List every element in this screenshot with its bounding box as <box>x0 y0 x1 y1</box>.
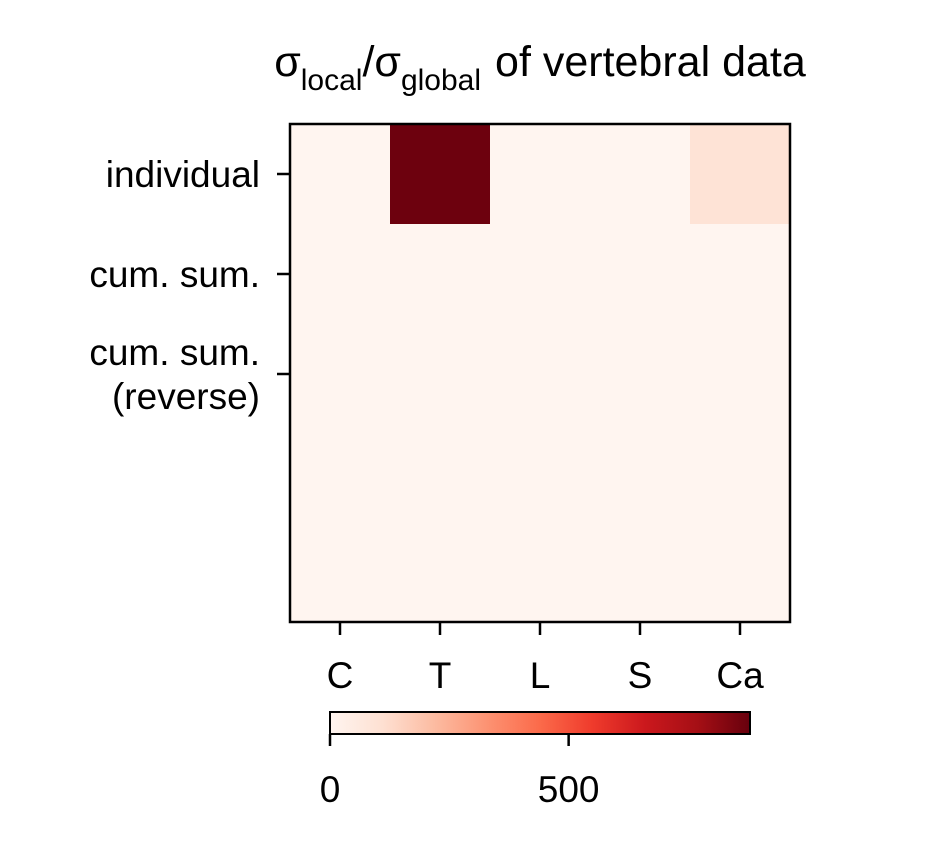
title-denominator: σ <box>374 38 401 86</box>
y-tick-label-1: cum. sum. <box>89 254 260 295</box>
y-tick-label-line: cum. sum. <box>89 332 260 373</box>
x-tick-label-ca: Ca <box>716 655 764 696</box>
title-main-text: of vertebral data <box>495 38 806 86</box>
y-tick-label-0: individual <box>106 154 260 195</box>
colorbar-strip <box>329 711 751 735</box>
x-tick-label-c: C <box>327 655 354 696</box>
title-numerator-subscript: local <box>301 64 363 97</box>
chart-title: σlocal/σglobal of vertebral data <box>274 38 806 97</box>
title-numerator: σ <box>274 38 301 86</box>
y-tick-label-line: (reverse) <box>112 376 260 417</box>
y-tick-label-line: individual <box>106 154 260 195</box>
colorbar-tick-label-0: 0 <box>320 769 341 810</box>
heatmap-cell-individual-t <box>390 124 490 224</box>
colorbar-tick-label-500: 500 <box>538 769 600 810</box>
y-tick-label-2: cum. sum. (reverse) <box>89 332 260 417</box>
title-denominator-subscript: global <box>401 64 481 97</box>
y-tick-label-line: cum. sum. <box>89 254 260 295</box>
x-tick-label-s: S <box>628 655 653 696</box>
heatmap-cell-individual-ca <box>690 124 790 224</box>
x-tick-label-l: L <box>530 655 551 696</box>
x-tick-label-t: T <box>429 655 452 696</box>
title-slash: / <box>362 38 374 86</box>
colorbar: 0 500 <box>320 711 751 810</box>
